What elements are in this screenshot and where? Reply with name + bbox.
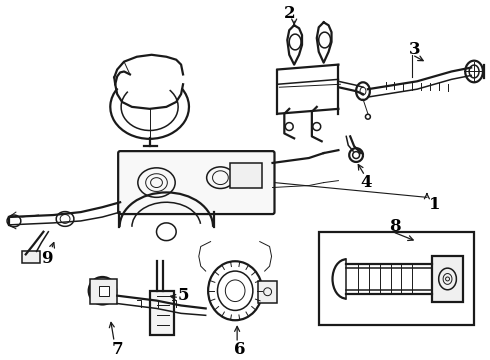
Bar <box>258 281 277 302</box>
Bar <box>230 163 262 188</box>
Text: 8: 8 <box>390 218 401 235</box>
Bar <box>318 232 474 325</box>
Text: 3: 3 <box>409 41 421 58</box>
Bar <box>432 256 463 302</box>
Text: 9: 9 <box>41 250 52 267</box>
Text: 4: 4 <box>360 174 372 191</box>
Text: 2: 2 <box>283 5 295 22</box>
Text: 5: 5 <box>177 287 189 304</box>
FancyBboxPatch shape <box>118 151 274 214</box>
Text: 7: 7 <box>111 341 123 358</box>
Text: 1: 1 <box>429 196 441 213</box>
Bar <box>22 251 40 263</box>
Bar <box>90 279 117 303</box>
Bar <box>99 286 109 296</box>
Bar <box>149 291 174 335</box>
Text: 6: 6 <box>234 341 246 358</box>
